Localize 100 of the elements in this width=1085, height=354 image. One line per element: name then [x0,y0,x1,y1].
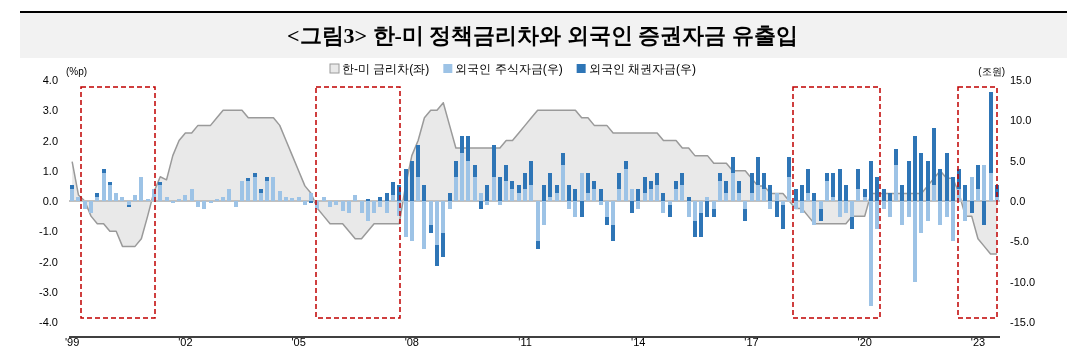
bar [712,209,716,218]
bar [762,188,766,201]
bar [479,192,483,201]
bar [624,160,628,169]
bar [70,188,74,201]
bar [127,201,131,206]
bar [806,192,810,201]
bar [504,180,508,201]
bar [913,136,917,201]
bar [825,180,829,201]
bar [894,148,898,165]
bar [567,201,571,210]
bar [196,201,200,208]
y-tick-label: 3.0 [42,104,58,117]
bar [460,136,464,153]
bar [693,221,697,238]
bar [989,92,993,173]
bar [812,192,816,201]
bar [523,172,527,189]
bar [636,201,640,210]
bar [693,201,697,222]
bar [485,184,489,201]
bar [762,172,766,189]
bar [448,201,452,210]
bar [586,192,590,201]
bar [492,144,496,177]
bar [687,196,691,201]
bar [410,160,414,201]
bar [479,201,483,210]
bar [863,196,867,201]
bar [466,136,470,161]
bar [567,184,571,201]
y-tick-label: 2.0 [42,134,58,147]
bar [926,201,930,222]
bar [687,201,691,218]
bar [844,201,848,214]
bar [819,209,823,222]
bar [699,213,703,238]
x-tick-label: '14 [631,336,646,348]
bar [649,188,653,201]
bar [385,192,389,201]
bar [416,144,420,177]
bar [108,184,112,201]
bar [674,180,678,189]
bar [89,201,93,214]
bar [756,184,760,201]
bar [643,176,647,193]
bar [976,164,980,189]
bar [875,201,879,230]
bar [989,172,993,201]
bar [404,201,408,238]
bar [750,172,754,193]
bar [919,201,923,234]
bar [435,245,439,266]
y-tick-label: 0.0 [42,195,58,207]
bar [592,180,596,189]
bar [95,192,99,197]
bar [838,168,842,201]
bar [731,172,735,201]
bar [139,176,143,201]
bar [536,201,540,242]
bar [334,201,338,206]
bar [794,201,798,210]
bar [529,160,533,185]
bar [838,201,842,218]
bar [473,176,477,201]
bar [83,201,87,210]
bar [460,152,464,201]
bar [932,184,936,201]
bar [580,201,584,218]
bar [850,201,854,218]
bar [580,172,584,201]
bar [120,196,124,201]
x-tick-label: '11 [518,336,532,348]
bar [454,176,458,201]
bar [718,172,722,181]
bar [812,201,816,226]
bar [800,184,804,201]
x-tick-label: '99 [64,336,80,348]
bar [284,196,288,201]
bar [353,194,357,201]
bar [555,184,559,193]
bar [108,182,112,185]
bar [599,201,603,206]
x-tick-label: '05 [291,336,306,348]
bar [825,172,829,181]
bar [592,188,596,201]
bar [441,201,445,234]
bar [743,201,747,210]
bar [737,192,741,201]
x-tick-label: '20 [857,336,872,348]
bar [605,217,609,226]
bar [649,180,653,189]
bar [429,201,433,226]
bar [875,176,879,201]
bar [536,241,540,250]
bar [290,197,294,201]
bar [297,196,301,201]
bar [95,196,99,201]
bar [743,209,747,222]
